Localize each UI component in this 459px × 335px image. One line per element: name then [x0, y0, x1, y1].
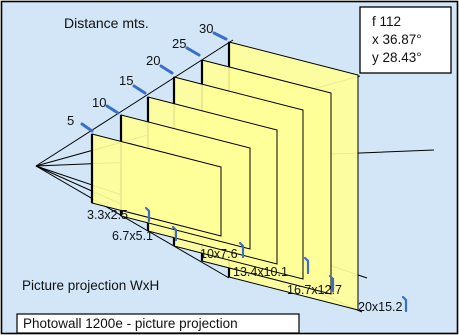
- size-leader-5: [144, 206, 151, 223]
- projection-ray-5: [35, 165, 230, 279]
- distance-leader-25: [185, 46, 201, 57]
- size-label-30: 20x15.2: [358, 300, 403, 314]
- distance-label-20: 20: [146, 53, 160, 68]
- distance-axis-label: Distance mts.: [64, 15, 149, 31]
- footer-title: Photowall 1200e - picture projection: [23, 316, 238, 331]
- projection-panels: [90, 41, 359, 311]
- x-angle-value: x 36.87°: [372, 32, 422, 47]
- size-label-20: 13.4x10.1: [233, 265, 288, 279]
- focal-length-value: f 112: [372, 14, 401, 29]
- size-leader-20: [303, 256, 310, 275]
- projection-ray-1: [35, 39, 234, 167]
- size-label-5: 3.3x2.5: [87, 208, 128, 222]
- distance-leader-30: [212, 31, 228, 41]
- size-labels: 3.3x2.5 6.7x5.1 10x7.6 13.4x10.1 16.7x12…: [87, 208, 403, 314]
- distance-label-10: 10: [92, 95, 106, 110]
- distance-leader-20: [159, 64, 174, 75]
- distance-leaders: [80, 31, 228, 133]
- distance-leader-10: [105, 104, 120, 115]
- y-angle-value: y 28.43°: [372, 50, 422, 65]
- info-box-frame: [359, 6, 452, 74]
- size-leader-10: [171, 225, 178, 242]
- picture-size-caption: Picture projection WxH: [22, 278, 159, 293]
- size-leader-15: [238, 241, 245, 259]
- distance-label-5: 5: [67, 113, 74, 128]
- distance-label-25: 25: [172, 36, 186, 51]
- size-label-25: 16.7x12.7: [287, 283, 342, 297]
- distance-label-30: 30: [199, 21, 213, 36]
- size-leaders: [144, 206, 408, 313]
- distance-leader-15: [132, 84, 147, 95]
- size-label-10: 6.7x5.1: [112, 229, 153, 243]
- distance-label-15: 15: [119, 73, 133, 88]
- camera-info-box: f 112 x 36.87° y 28.43°: [359, 6, 452, 74]
- size-leader-25: [328, 274, 335, 293]
- distance-leader-5: [80, 122, 94, 133]
- distance-labels: 5 10 15 20 25 30: [67, 21, 213, 128]
- size-label-15: 10x7.6: [200, 247, 238, 261]
- size-leader-30: [401, 295, 408, 313]
- footer-bar: Photowall 1200e - picture projection: [16, 313, 300, 334]
